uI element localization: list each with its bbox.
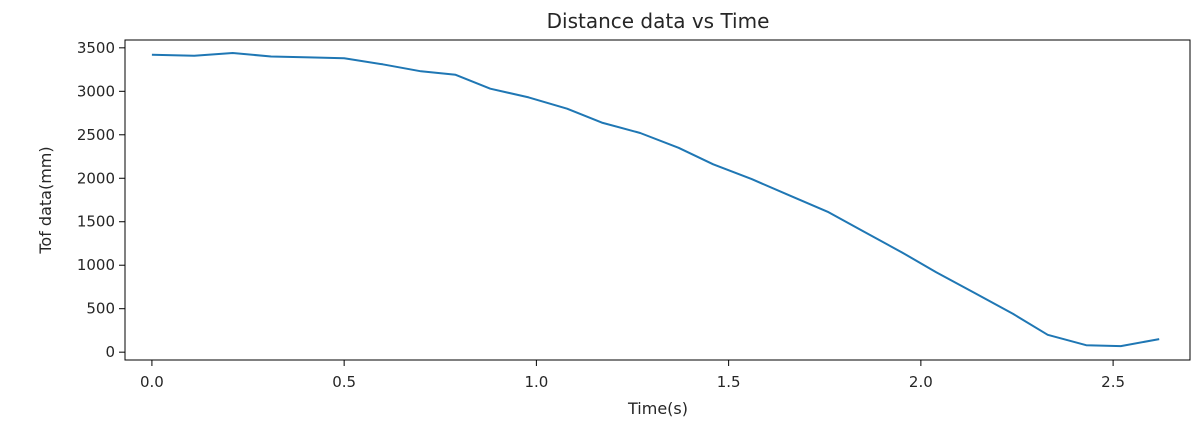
x-tick-label: 0.5 xyxy=(332,373,356,391)
y-tick-label: 2500 xyxy=(77,126,115,144)
plot-frame xyxy=(124,39,1191,361)
y-tick-label: 1000 xyxy=(77,256,115,274)
x-tick-label: 1.0 xyxy=(524,373,548,391)
x-tick-label: 2.0 xyxy=(909,373,933,391)
y-tick-label: 500 xyxy=(86,300,115,318)
y-axis-title: Tof data(mm) xyxy=(36,146,55,254)
series-line xyxy=(151,52,1160,348)
x-tick-label: 1.5 xyxy=(717,373,741,391)
chart-title: Distance data vs Time xyxy=(547,9,770,33)
y-tick-label: 3000 xyxy=(77,82,115,100)
x-axis-title: Time(s) xyxy=(627,399,688,418)
y-tick-label: 3500 xyxy=(77,39,115,57)
y-tick-label: 0 xyxy=(105,343,115,361)
x-tick-label: 2.5 xyxy=(1101,373,1125,391)
x-tick-label: 0.0 xyxy=(140,373,164,391)
y-tick-label: 1500 xyxy=(77,213,115,231)
y-tick-label: 2000 xyxy=(77,169,115,187)
